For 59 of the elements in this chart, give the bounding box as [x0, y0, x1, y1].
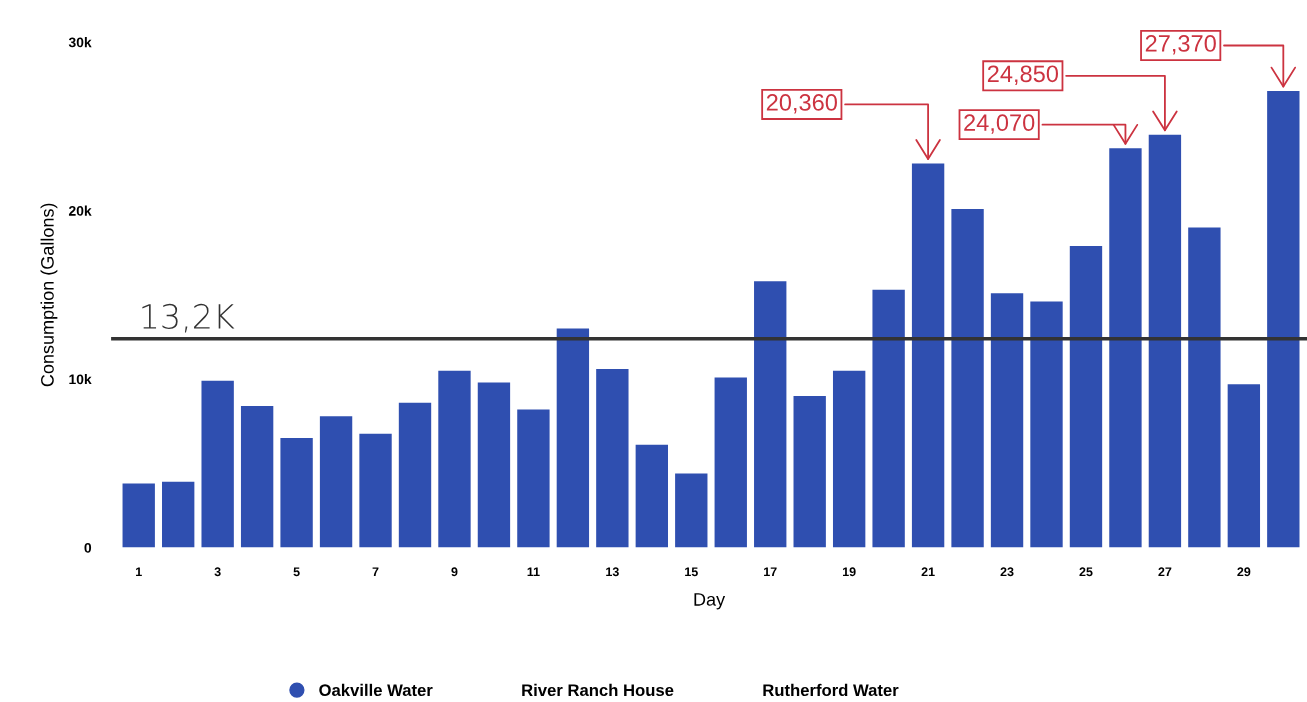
y-axis-title: Consumption (Gallons): [40, 203, 58, 387]
bar: [201, 380, 234, 548]
bar: [1069, 245, 1103, 548]
bar: [359, 433, 392, 548]
x-tick-label: 15: [685, 567, 698, 577]
y-tick-label: 10k: [69, 374, 92, 385]
y-tick-label: 0: [84, 542, 92, 553]
x-tick-label: 3: [214, 567, 221, 577]
bar: [1148, 134, 1182, 548]
bar: [1188, 227, 1221, 548]
x-tick-label: 25: [1079, 567, 1093, 577]
bar: [1109, 148, 1142, 548]
bar: [319, 416, 353, 548]
x-tick-label: 19: [843, 567, 856, 577]
bar: [1227, 384, 1261, 548]
annotation: 20,360: [766, 94, 837, 114]
bar: [911, 163, 945, 548]
bar: [951, 208, 984, 548]
bar: [754, 281, 787, 548]
annotation: 27,370: [1145, 35, 1216, 55]
annotation: 24,850: [987, 65, 1059, 85]
bar: [517, 409, 550, 548]
bar: [556, 328, 590, 548]
x-tick-label: 23: [1000, 567, 1014, 577]
x-tick-label: 27: [1158, 567, 1172, 577]
x-axis-title: Day: [694, 593, 726, 610]
text: River Ranch House: [522, 683, 674, 697]
bar: [832, 370, 866, 548]
annotation: 24,070: [964, 114, 1035, 134]
y-tick-label: 20k: [68, 205, 92, 216]
bar: [438, 370, 471, 548]
bar: [990, 293, 1024, 548]
x-tick-label: 29: [1237, 567, 1251, 577]
bar: [793, 395, 826, 548]
bar: [162, 481, 195, 548]
x-tick-label: 17: [764, 567, 777, 577]
x-tick-label: 13: [606, 567, 619, 577]
bar: [122, 483, 155, 548]
bar: [596, 368, 629, 548]
bar: [675, 473, 708, 548]
text: Rutherford Water: [763, 683, 899, 697]
bar: [1030, 301, 1063, 548]
bar: [635, 444, 668, 548]
x-tick-label: 5: [293, 567, 300, 577]
bar: [280, 438, 313, 548]
ref-line-label: 13,2K: [142, 303, 235, 333]
legend-label: Oakville Water: [319, 683, 433, 697]
bar: [477, 382, 511, 548]
x-tick-label: 1: [136, 567, 142, 577]
x-tick-label: 21: [921, 567, 935, 577]
bar: [872, 289, 905, 548]
bar: [240, 406, 274, 548]
x-tick-label: 11: [527, 567, 540, 577]
x-tick-label: 7: [372, 567, 379, 577]
bar: [1267, 90, 1300, 548]
bar: [398, 402, 432, 548]
bar: [714, 377, 747, 548]
y-tick-label: 30k: [68, 37, 92, 48]
x-tick-label: 9: [451, 567, 458, 577]
